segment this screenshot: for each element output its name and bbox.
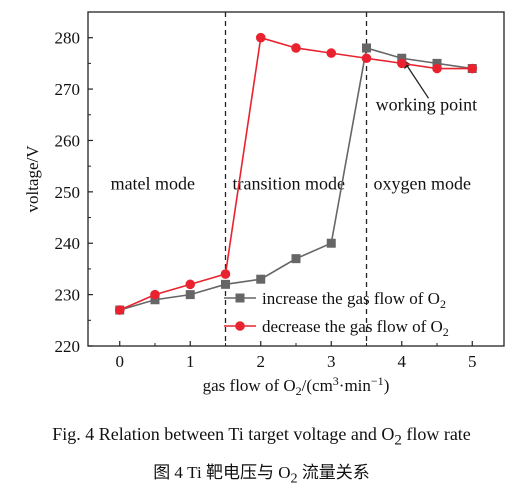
- x-tick-label: 5: [468, 352, 477, 371]
- region-label: matel mode: [111, 173, 195, 193]
- series-decrease-point: [114, 305, 125, 315]
- series-increase-point: [362, 43, 372, 53]
- x-tick-label: 4: [398, 352, 407, 371]
- y-tick-label: 230: [55, 286, 81, 305]
- region-label: oxygen mode: [374, 173, 471, 193]
- region-label: transition mode: [233, 173, 345, 193]
- working-point-label: working point: [376, 95, 478, 115]
- legend-label-decrease: decrease the gas flow of O2: [262, 317, 449, 339]
- series-layer: [114, 32, 478, 315]
- series-increase-point: [185, 290, 195, 300]
- annotations: matel mode transition mode oxygen mode work…: [111, 58, 478, 193]
- y-tick-label: 250: [55, 183, 81, 202]
- series-increase-point: [397, 53, 407, 63]
- series-decrease-point: [396, 58, 407, 69]
- y-tick-label: 270: [55, 80, 81, 99]
- y-tick-label: 260: [55, 131, 81, 150]
- x-tick-label: 1: [186, 352, 195, 371]
- series-increase-point: [150, 295, 160, 305]
- series-decrease-point: [150, 289, 160, 300]
- legend-label-increase: increase the gas flow of O2: [262, 289, 446, 311]
- y-tick-label: 280: [55, 29, 81, 48]
- x-tick-label: 2: [256, 352, 265, 371]
- series-decrease-point: [432, 63, 442, 74]
- legend-marker: [235, 293, 245, 303]
- series-decrease-point: [467, 63, 478, 74]
- figure-caption-english: Fig. 4 Relation between Ti target voltag…: [52, 424, 471, 449]
- x-tick-label: 0: [115, 352, 124, 371]
- series-decrease-point: [220, 269, 231, 279]
- series-decrease-point: [185, 279, 196, 290]
- legend-marker: [235, 321, 245, 331]
- figure-caption-chinese: 图 4 Ti 靶电压与 O2 流量关系: [153, 463, 370, 487]
- series-decrease-point: [326, 48, 337, 58]
- x-tick-label: 3: [327, 352, 336, 371]
- series-decrease-point: [255, 32, 266, 43]
- legend: increase the gas flow of O2 decrease the …: [224, 289, 449, 339]
- x-axis-label: gas flow of O2/(cm3·min−1): [203, 374, 390, 398]
- series-increase-point: [220, 279, 230, 289]
- plot-area: [224, 12, 368, 346]
- series-decrease-point: [361, 53, 372, 64]
- y-tick-label: 220: [55, 337, 81, 356]
- series-decrease-point: [291, 43, 301, 53]
- series-increase-point: [256, 274, 266, 284]
- y-tick-label: 240: [55, 234, 81, 253]
- y-axis-label: voltage/V: [23, 145, 42, 213]
- series-increase-point: [291, 254, 301, 264]
- series-increase-point: [326, 238, 336, 248]
- series-increase-point: [432, 58, 442, 68]
- axes: 0 1 2 3 4 5 220 230 240 250 260 270 280 gas flow of O…: [23, 11, 505, 398]
